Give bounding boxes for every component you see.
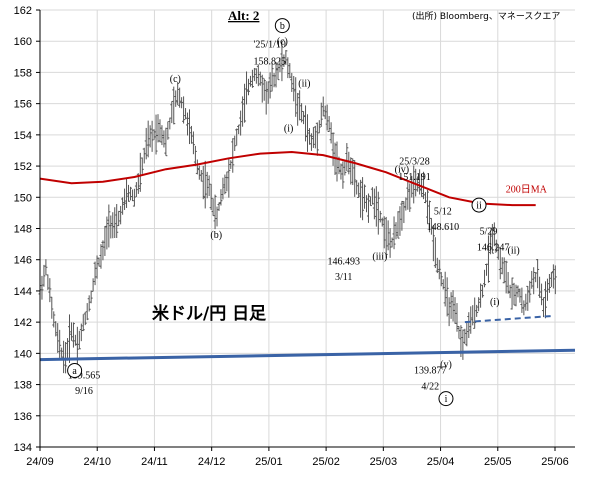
y-tick-label: 154	[14, 130, 32, 142]
x-tick-label: 25/06	[541, 456, 569, 468]
x-tick-label: 25/02	[312, 456, 340, 468]
price-annotation: 148.610	[427, 222, 460, 233]
wave-label: (iii)	[372, 252, 387, 263]
price-annotation: 139.877	[414, 366, 447, 377]
y-tick-label: 136	[14, 411, 32, 423]
y-tick-label: 160	[14, 36, 32, 48]
wave-circle	[471, 197, 487, 213]
price-annotation: 139.565	[68, 370, 101, 381]
wave-label: (ii)	[508, 245, 520, 256]
annotations: '25/1/10 158.825 139.565 9/16 139.877 4/22 146…	[67, 18, 520, 407]
y-tick-label: 134	[14, 442, 32, 454]
price-bars	[38, 45, 557, 374]
y-tick-label: 162	[14, 5, 32, 17]
chart-subtitle: Alt: 2	[228, 8, 259, 23]
y-tick-label: 144	[14, 286, 32, 298]
wave-circle	[438, 391, 454, 407]
source-note: (出所) Bloomberg、マネースクエア	[412, 10, 560, 22]
x-tick-label: 25/01	[255, 456, 283, 468]
y-tick-label: 138	[14, 380, 32, 392]
circled-wave-label: a	[72, 366, 77, 377]
x-axis-ticks: 24/09 24/10 24/11 24/12 25/01 25/02 25/03 25/04…	[26, 447, 569, 468]
y-tick-label: 142	[14, 317, 32, 329]
price-annotation: 5/29	[480, 227, 498, 238]
y-tick-label: 150	[14, 192, 32, 204]
y-tick-label: 140	[14, 348, 32, 360]
x-tick-label: 24/10	[83, 456, 111, 468]
price-annotation: 3/11	[335, 272, 352, 283]
price-annotation: 151.191	[398, 172, 431, 183]
wave-circle	[274, 18, 290, 34]
y-axis-ticks: 134 136 138 140 142 144 146 148 150 152 154 156 158 1…	[14, 5, 40, 454]
circled-wave-label: ii	[476, 201, 482, 212]
price-annotation: 5/12	[434, 206, 452, 217]
price-annotation: '25/1/10	[254, 39, 286, 50]
wave-label: (i)	[490, 297, 499, 308]
y-tick-label: 146	[14, 255, 32, 267]
wave-label: (v)	[440, 359, 452, 370]
ma-line	[39, 150, 536, 207]
price-annotation: 146.247	[477, 242, 510, 253]
wave-label: (ii)	[298, 78, 310, 89]
trend-line-support-short	[464, 314, 554, 324]
wave-label: (i)	[284, 124, 293, 135]
x-tick-label: 24/11	[141, 456, 168, 468]
trend-line-support	[39, 348, 576, 362]
wave-label: (iv)	[395, 164, 409, 175]
price-annotation: 158.825	[253, 57, 286, 68]
wave-label: (c)	[170, 74, 181, 85]
price-annotation: 146.493	[327, 256, 360, 267]
ma-label: 200日MA	[506, 185, 548, 196]
wave-circle	[67, 363, 83, 379]
x-tick-label: 24/12	[198, 456, 226, 468]
y-tick-label: 158	[14, 67, 32, 79]
circled-wave-label: i	[445, 394, 448, 405]
price-annotation: 25/3/28	[399, 157, 430, 168]
x-tick-label: 25/04	[427, 456, 455, 468]
wave-label: (c)	[277, 36, 288, 47]
trend-lines	[39, 314, 576, 362]
moving-average: 200日MA	[39, 150, 548, 207]
chart-title: 米ドル/円 日足	[152, 303, 266, 324]
circled-wave-label: b	[280, 21, 285, 32]
wave-label: (b)	[210, 230, 222, 241]
y-tick-label: 148	[14, 224, 32, 236]
price-annotation: 4/22	[421, 381, 439, 392]
x-tick-label: 25/05	[484, 456, 512, 468]
y-tick-label: 152	[14, 161, 32, 173]
x-tick-label: 25/03	[370, 456, 398, 468]
price-annotation: 9/16	[75, 386, 93, 397]
y-tick-label: 156	[14, 99, 32, 111]
x-tick-label: 24/09	[26, 456, 54, 468]
